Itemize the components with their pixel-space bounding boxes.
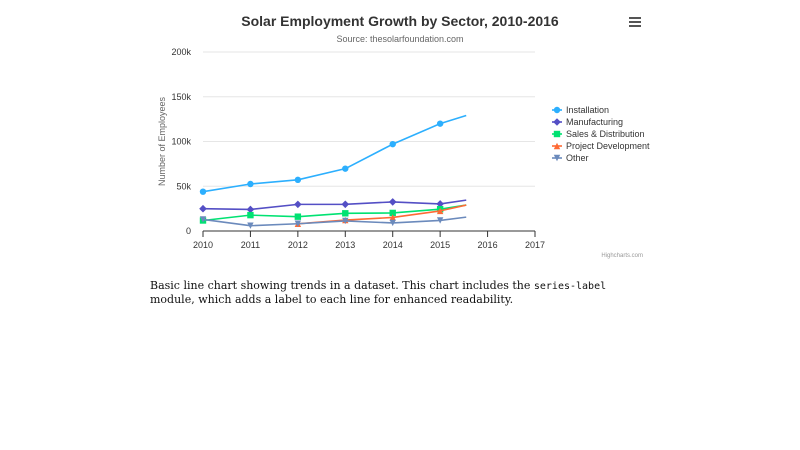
legend-item-label[interactable]: Project Development	[566, 141, 650, 151]
data-point	[341, 200, 350, 209]
legend-item-label[interactable]: Other	[566, 153, 589, 163]
hamburger-menu-icon-bar	[629, 21, 641, 23]
data-point	[436, 217, 444, 224]
legend-item-label[interactable]: Sales & Distribution	[566, 129, 645, 139]
chart-container: Solar Employment Growth by Sector, 2010-…	[150, 0, 650, 262]
data-point	[389, 140, 396, 148]
chart-menu-button[interactable]	[626, 14, 644, 30]
chart-title: Solar Employment Growth by Sector, 2010-…	[241, 13, 559, 29]
description-code: series-label	[533, 281, 607, 292]
legend-item-label[interactable]: Manufacturing	[566, 117, 623, 127]
y-tick-label: 50k	[176, 181, 191, 191]
data-point	[389, 219, 396, 227]
y-axis-title: Number of Employees	[157, 96, 167, 186]
legend-marker	[553, 142, 561, 150]
data-point	[247, 180, 254, 188]
data-point	[388, 198, 397, 206]
data-point	[247, 211, 254, 219]
legend-item-label[interactable]: Installation	[566, 105, 609, 115]
y-tick-label: 150k	[171, 92, 191, 102]
data-point	[294, 200, 302, 209]
data-point	[436, 120, 444, 127]
data-point	[436, 207, 444, 215]
x-tick-label: 2017	[525, 240, 545, 250]
x-tick-label: 2010	[193, 240, 213, 250]
y-tick-label: 200k	[171, 47, 191, 57]
data-point	[342, 217, 349, 225]
data-point	[294, 220, 302, 227]
series-line-1	[202, 114, 467, 193]
legend-marker	[553, 106, 561, 114]
data-point	[246, 205, 255, 214]
x-tick-label: 2014	[383, 240, 403, 250]
data-point	[389, 214, 396, 221]
hamburger-menu-icon	[629, 17, 641, 19]
legend-marker	[553, 154, 561, 162]
data-point	[199, 216, 207, 223]
y-tick-label: 100k	[171, 137, 191, 147]
x-tick-label: 2016	[478, 240, 498, 250]
credits-link[interactable]: Highcharts.com	[601, 253, 643, 259]
x-tick-label: 2013	[335, 240, 355, 250]
x-tick-label: 2015	[430, 240, 450, 250]
data-point	[342, 165, 349, 172]
chart-description: Basic line chart showing trends in a dat…	[150, 279, 650, 306]
data-point	[389, 209, 396, 217]
description-text-before: Basic line chart showing trends in a dat…	[150, 279, 534, 292]
data-point	[294, 176, 302, 184]
series-line-5	[202, 216, 467, 227]
data-point	[294, 213, 302, 220]
chart-subtitle: Source: thesolarfoundation.com	[336, 34, 463, 44]
data-point	[247, 222, 254, 229]
legend-marker	[553, 130, 561, 138]
data-point	[199, 188, 207, 195]
description-text-after: module, which adds a label to each line …	[150, 293, 514, 306]
series-line-2	[202, 199, 467, 211]
x-tick-label: 2011	[241, 240, 260, 250]
data-point	[342, 210, 349, 217]
hamburger-menu-icon-bar	[629, 25, 641, 27]
line-chart: Solar Employment Growth by Sector, 2010-…	[157, 13, 650, 259]
data-point	[436, 200, 444, 208]
legend-marker	[553, 118, 561, 126]
y-tick-label: 0	[186, 226, 191, 236]
data-point	[199, 204, 207, 213]
x-tick-label: 2012	[288, 240, 308, 250]
